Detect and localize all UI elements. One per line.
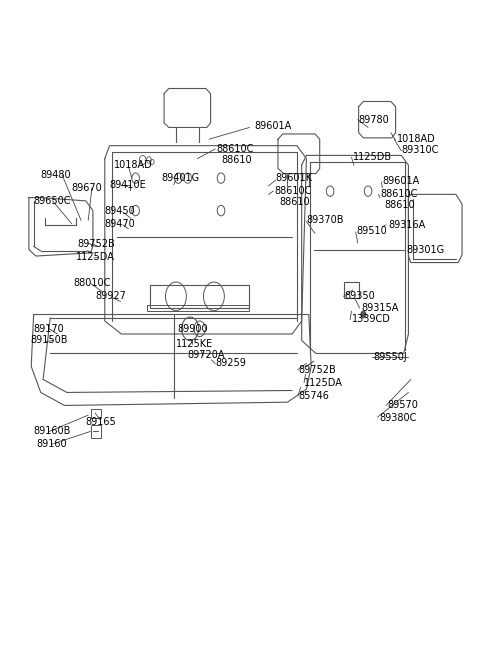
Text: 89310C: 89310C [401, 145, 439, 155]
Text: 89150B: 89150B [30, 335, 68, 345]
Text: 89350: 89350 [344, 291, 375, 301]
Text: 89301G: 89301G [406, 244, 444, 255]
Text: 1339CD: 1339CD [351, 314, 390, 324]
Text: 89170: 89170 [34, 324, 64, 334]
Text: 89315A: 89315A [361, 303, 398, 313]
Text: 89316A: 89316A [388, 220, 425, 230]
Text: 89752B: 89752B [298, 365, 336, 375]
Text: 1018AD: 1018AD [396, 134, 435, 144]
Text: 89927: 89927 [96, 291, 126, 301]
Text: 1125KE: 1125KE [176, 339, 213, 348]
Text: 88610: 88610 [279, 197, 310, 207]
Text: 89450: 89450 [105, 206, 135, 215]
Text: 89470: 89470 [105, 219, 135, 229]
Bar [91, 409, 101, 419]
Text: 89720A: 89720A [188, 350, 225, 360]
Text: 89480: 89480 [41, 170, 72, 180]
Text: 1018AD: 1018AD [114, 160, 153, 170]
Bar [147, 305, 250, 311]
Text: 89401G: 89401G [162, 173, 200, 183]
Text: 89259: 89259 [216, 358, 246, 368]
Text: 1125DA: 1125DA [304, 378, 343, 388]
Text: 88610C: 88610C [274, 186, 312, 196]
Text: 89670: 89670 [72, 183, 102, 193]
Text: 89160: 89160 [36, 440, 67, 449]
Text: 88010C: 88010C [73, 278, 110, 288]
Text: 89601A: 89601A [254, 121, 291, 131]
Text: 89752B: 89752B [78, 239, 116, 250]
Text: 89550J: 89550J [374, 352, 408, 362]
Text: 88610C: 88610C [216, 144, 253, 154]
Text: 89410E: 89410E [109, 179, 146, 189]
Text: 89780: 89780 [359, 115, 389, 124]
Circle shape [361, 311, 366, 318]
Bar [91, 425, 101, 438]
Text: 89370B: 89370B [306, 215, 344, 225]
Text: 85746: 85746 [298, 390, 329, 401]
Text: 89650C: 89650C [34, 196, 71, 206]
Text: 89165: 89165 [86, 417, 117, 426]
Text: 88610: 88610 [221, 155, 252, 165]
Text: 1125DA: 1125DA [76, 252, 115, 263]
Text: 88610: 88610 [384, 200, 415, 210]
Text: 89601A: 89601A [383, 176, 420, 187]
Text: 1125DB: 1125DB [353, 153, 392, 162]
Text: 89380C: 89380C [379, 413, 416, 423]
Text: 89570: 89570 [387, 400, 418, 411]
Text: 89900: 89900 [178, 324, 208, 334]
Bar [344, 282, 359, 298]
Text: 89160B: 89160B [34, 426, 71, 436]
Text: 89510: 89510 [356, 227, 387, 236]
Text: 88610C: 88610C [380, 189, 417, 199]
Text: 89601K: 89601K [276, 173, 312, 183]
